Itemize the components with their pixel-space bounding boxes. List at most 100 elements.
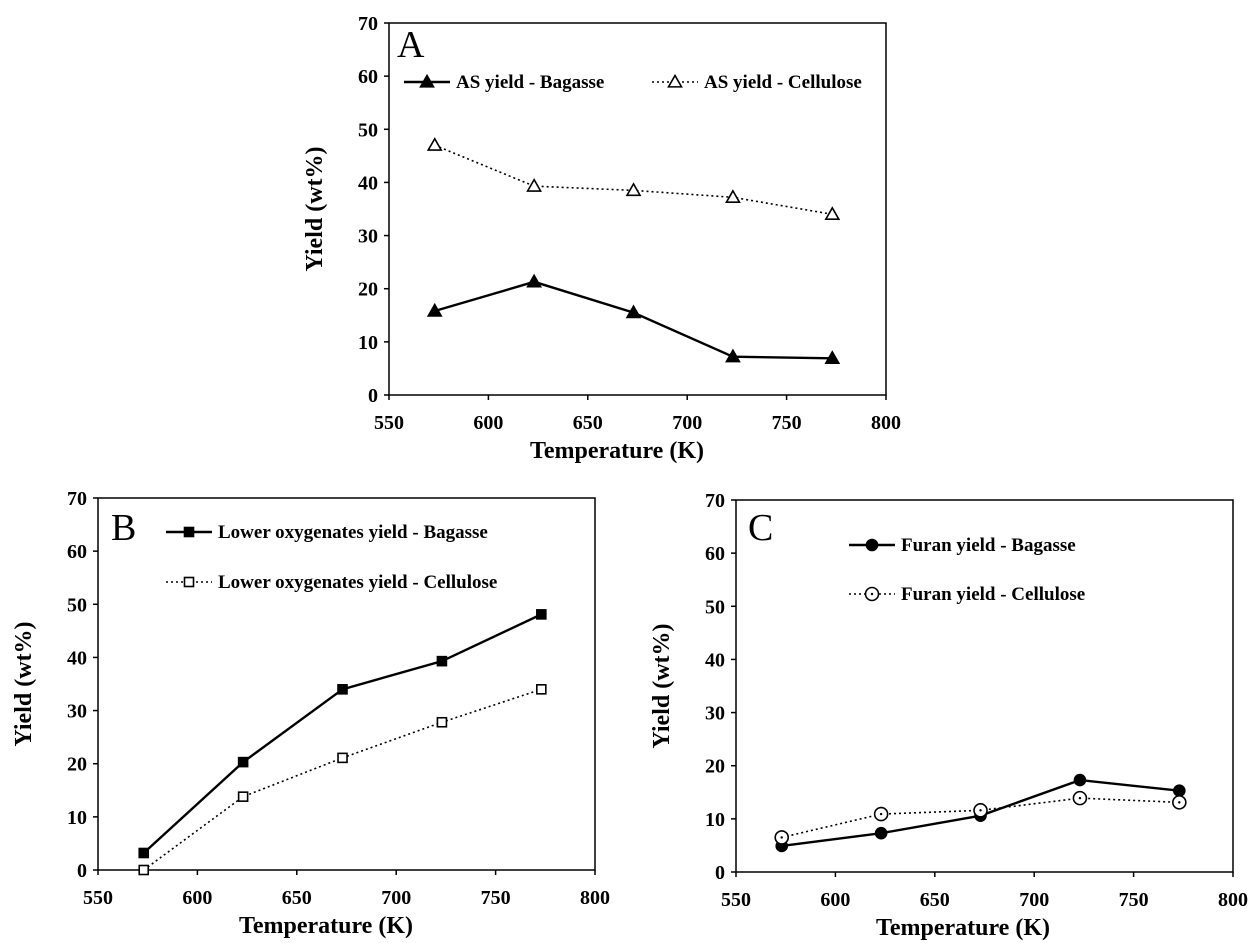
y-tick-label: 40: [358, 172, 378, 194]
legend-entry: Lower oxygenates yield - Bagasse: [166, 522, 488, 543]
x-tick-label: 700: [381, 887, 411, 909]
legend-entry: AS yield - Bagasse: [404, 72, 604, 93]
panel-letter: A: [397, 24, 425, 66]
legend-entry: Lower oxygenates yield - Cellulose: [166, 572, 497, 593]
data-point: [436, 655, 448, 667]
x-tick-label: 600: [820, 889, 850, 911]
chart-panel-B: 0 10 20 30 40 50 60 70 550 600 650 700 750 800 Tempera…: [11, 488, 610, 939]
series-cellulose: [774, 790, 1187, 845]
x-tick-label: 550: [83, 887, 113, 909]
data-point: [824, 206, 841, 220]
legend-label: Lower oxygenates yield - Bagasse: [218, 522, 488, 543]
y-axis-label: Yield (wt%): [649, 623, 675, 748]
legend-entry: Furan yield - Bagasse: [849, 535, 1076, 556]
series-cellulose: [138, 684, 547, 876]
data-point: [237, 791, 249, 802]
y-tick-label: 50: [358, 119, 378, 141]
data-point: [536, 684, 547, 695]
y-tick-label: 70: [67, 488, 87, 510]
y-tick-label: 50: [705, 596, 725, 618]
y-tick-label: 60: [358, 66, 378, 88]
y-tick-label: 20: [67, 754, 87, 776]
legend-marker-dot: [870, 592, 874, 596]
series-cellulose: [426, 137, 841, 220]
y-tick-label: 70: [358, 13, 378, 35]
series-bagasse: [426, 273, 841, 365]
legend-label: Furan yield - Cellulose: [901, 584, 1085, 605]
legend-entry: AS yield - Cellulose: [652, 72, 862, 93]
y-tick-label: 40: [705, 649, 725, 671]
data-point-dot: [1178, 801, 1181, 804]
y-tick-label: 60: [705, 543, 725, 565]
x-axis-label: Temperature (K): [876, 915, 1050, 941]
series-line: [142, 613, 542, 854]
y-axis-label: Yield (wt%): [302, 146, 328, 271]
y-tick-label: 60: [67, 541, 87, 563]
y-tick-label: 20: [705, 756, 725, 778]
data-point-dot: [1078, 796, 1082, 800]
legend-label: Lower oxygenates yield - Cellulose: [218, 572, 497, 593]
y-tick-label: 70: [705, 490, 725, 512]
legend-marker: [865, 538, 879, 552]
data-point: [536, 609, 547, 620]
data-point: [874, 826, 888, 840]
data-point-dot: [879, 812, 883, 816]
y-tick-label: 20: [358, 279, 378, 301]
data-point: [237, 756, 249, 768]
legend-marker: [183, 526, 195, 538]
x-tick-label: 650: [920, 889, 950, 911]
legend-marker: [667, 73, 683, 88]
series-bagasse: [138, 609, 547, 859]
data-point: [725, 348, 741, 363]
data-point-dot: [780, 836, 783, 839]
panel-letter: C: [748, 507, 773, 549]
y-axis-label: Yield (wt%): [11, 621, 37, 746]
x-tick-label: 750: [772, 412, 802, 434]
legend-label: Furan yield - Bagasse: [901, 535, 1076, 556]
series-line: [143, 688, 542, 871]
x-tick-label: 800: [871, 412, 901, 434]
data-point: [526, 273, 543, 288]
legend-entry: Furan yield - Cellulose: [849, 584, 1085, 605]
panel-letter: B: [111, 507, 136, 549]
x-tick-label: 600: [182, 887, 212, 909]
data-point: [426, 302, 443, 317]
data-point: [824, 350, 841, 365]
y-tick-label: 10: [705, 809, 725, 831]
data-point: [138, 847, 150, 859]
x-axis-label: Temperature (K): [239, 913, 413, 939]
data-point: [426, 137, 443, 151]
data-point: [625, 304, 642, 319]
y-tick-label: 40: [67, 647, 87, 669]
data-point: [138, 864, 150, 876]
legend-marker: [419, 73, 435, 88]
x-tick-label: 750: [481, 887, 511, 909]
legend-label: AS yield - Cellulose: [704, 72, 862, 93]
y-tick-label: 0: [715, 862, 725, 884]
plot-frame: [735, 499, 1234, 873]
legend-marker: [183, 576, 195, 588]
data-point: [337, 684, 348, 695]
data-point: [436, 716, 448, 728]
legend-label: AS yield - Bagasse: [456, 72, 604, 93]
y-tick-label: 30: [358, 226, 378, 248]
y-tick-label: 10: [67, 807, 87, 829]
data-point: [526, 178, 543, 192]
plot-frame: [388, 22, 887, 396]
y-tick-label: 50: [67, 594, 87, 616]
data-point: [725, 189, 741, 203]
x-tick-label: 650: [573, 412, 603, 434]
plot-frame: [97, 497, 596, 871]
y-tick-label: 30: [705, 703, 725, 725]
data-point: [1173, 784, 1186, 797]
x-tick-label: 700: [1019, 889, 1049, 911]
y-tick-label: 0: [368, 385, 378, 407]
data-point-dot: [979, 809, 982, 812]
x-tick-label: 550: [721, 889, 751, 911]
x-tick-label: 750: [1119, 889, 1149, 911]
x-tick-label: 800: [580, 887, 610, 909]
chart-panel-C: 0 10 20 30 40 50 60 70 550 600 650 700 750 800 Tempera…: [649, 490, 1248, 941]
x-tick-label: 550: [374, 412, 404, 434]
y-tick-label: 0: [77, 860, 87, 882]
